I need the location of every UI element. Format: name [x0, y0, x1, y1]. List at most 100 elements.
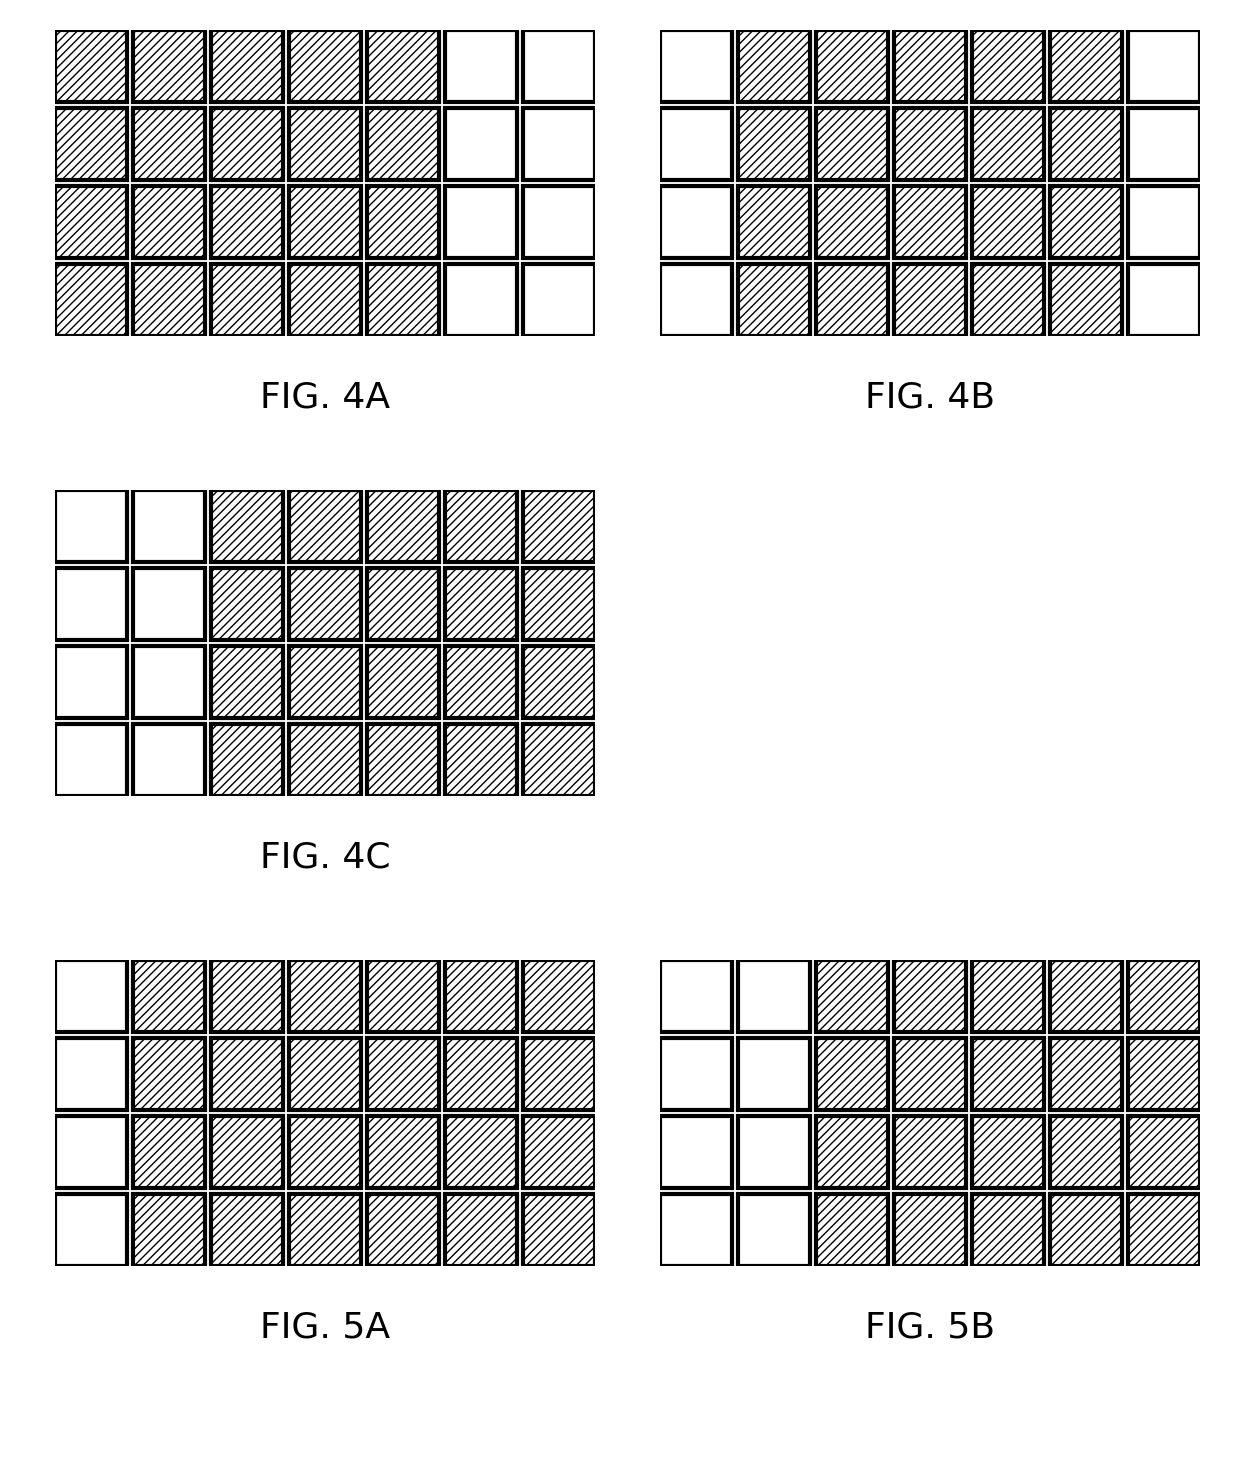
Bar — [55, 30, 126, 102]
Bar — [523, 1194, 595, 1266]
Bar — [367, 30, 439, 102]
Bar — [660, 1038, 732, 1111]
Bar — [133, 568, 205, 640]
Bar — [55, 725, 126, 796]
Bar — [367, 1117, 439, 1188]
Bar — [367, 1038, 439, 1111]
Bar — [289, 1117, 361, 1188]
Bar — [523, 568, 595, 640]
Bar — [1128, 108, 1200, 180]
Bar — [523, 646, 595, 717]
Bar — [660, 960, 732, 1032]
Bar — [55, 263, 126, 336]
Bar — [367, 1194, 439, 1266]
Bar — [289, 1194, 361, 1266]
Bar — [1050, 960, 1122, 1032]
Bar — [133, 1038, 205, 1111]
Bar — [445, 1194, 517, 1266]
Text: FIG. 4B: FIG. 4B — [866, 382, 994, 416]
Bar — [445, 568, 517, 640]
Bar — [211, 1194, 283, 1266]
Bar — [133, 30, 205, 102]
Bar — [367, 646, 439, 717]
Bar — [445, 1117, 517, 1188]
Bar — [445, 646, 517, 717]
Bar — [211, 1038, 283, 1111]
Bar — [738, 1194, 810, 1266]
Bar — [660, 263, 732, 336]
Bar — [367, 568, 439, 640]
Bar — [816, 108, 888, 180]
Bar — [445, 490, 517, 562]
Bar — [523, 960, 595, 1032]
Bar — [133, 490, 205, 562]
Text: FIG. 5A: FIG. 5A — [260, 1310, 391, 1344]
Bar — [1050, 1117, 1122, 1188]
Bar — [894, 263, 966, 336]
Bar — [211, 960, 283, 1032]
Bar — [133, 725, 205, 796]
Bar — [738, 30, 810, 102]
Bar — [894, 960, 966, 1032]
Bar — [894, 186, 966, 257]
Bar — [367, 960, 439, 1032]
Bar — [133, 108, 205, 180]
Bar — [133, 960, 205, 1032]
Bar — [211, 646, 283, 717]
Bar — [1128, 1194, 1200, 1266]
Bar — [1050, 1038, 1122, 1111]
Bar — [133, 1194, 205, 1266]
Bar — [894, 30, 966, 102]
Bar — [211, 1117, 283, 1188]
Bar — [289, 186, 361, 257]
Bar — [55, 490, 126, 562]
Bar — [367, 725, 439, 796]
Bar — [289, 646, 361, 717]
Bar — [738, 186, 810, 257]
Bar — [289, 30, 361, 102]
Bar — [1128, 1038, 1200, 1111]
Bar — [1050, 263, 1122, 336]
Bar — [738, 263, 810, 336]
Bar — [816, 186, 888, 257]
Bar — [289, 263, 361, 336]
Bar — [816, 263, 888, 336]
Bar — [816, 1038, 888, 1111]
Bar — [523, 1038, 595, 1111]
Bar — [738, 1038, 810, 1111]
Bar — [523, 30, 595, 102]
Bar — [133, 646, 205, 717]
Bar — [660, 1117, 732, 1188]
Bar — [367, 490, 439, 562]
Bar — [211, 725, 283, 796]
Bar — [894, 1117, 966, 1188]
Bar — [211, 263, 283, 336]
Bar — [445, 263, 517, 336]
Bar — [660, 1194, 732, 1266]
Bar — [55, 108, 126, 180]
Bar — [55, 960, 126, 1032]
Bar — [289, 725, 361, 796]
Bar — [133, 1117, 205, 1188]
Bar — [972, 108, 1044, 180]
Text: FIG. 4A: FIG. 4A — [260, 382, 391, 416]
Bar — [1128, 186, 1200, 257]
Bar — [972, 1194, 1044, 1266]
Bar — [445, 30, 517, 102]
Bar — [816, 30, 888, 102]
Bar — [972, 1117, 1044, 1188]
Bar — [289, 108, 361, 180]
Bar — [211, 490, 283, 562]
Bar — [660, 30, 732, 102]
Bar — [660, 108, 732, 180]
Bar — [1050, 186, 1122, 257]
Bar — [1128, 30, 1200, 102]
Bar — [289, 1038, 361, 1111]
Bar — [1050, 1194, 1122, 1266]
Bar — [367, 263, 439, 336]
Bar — [55, 568, 126, 640]
Bar — [55, 1117, 126, 1188]
Bar — [972, 186, 1044, 257]
Bar — [816, 960, 888, 1032]
Bar — [133, 186, 205, 257]
